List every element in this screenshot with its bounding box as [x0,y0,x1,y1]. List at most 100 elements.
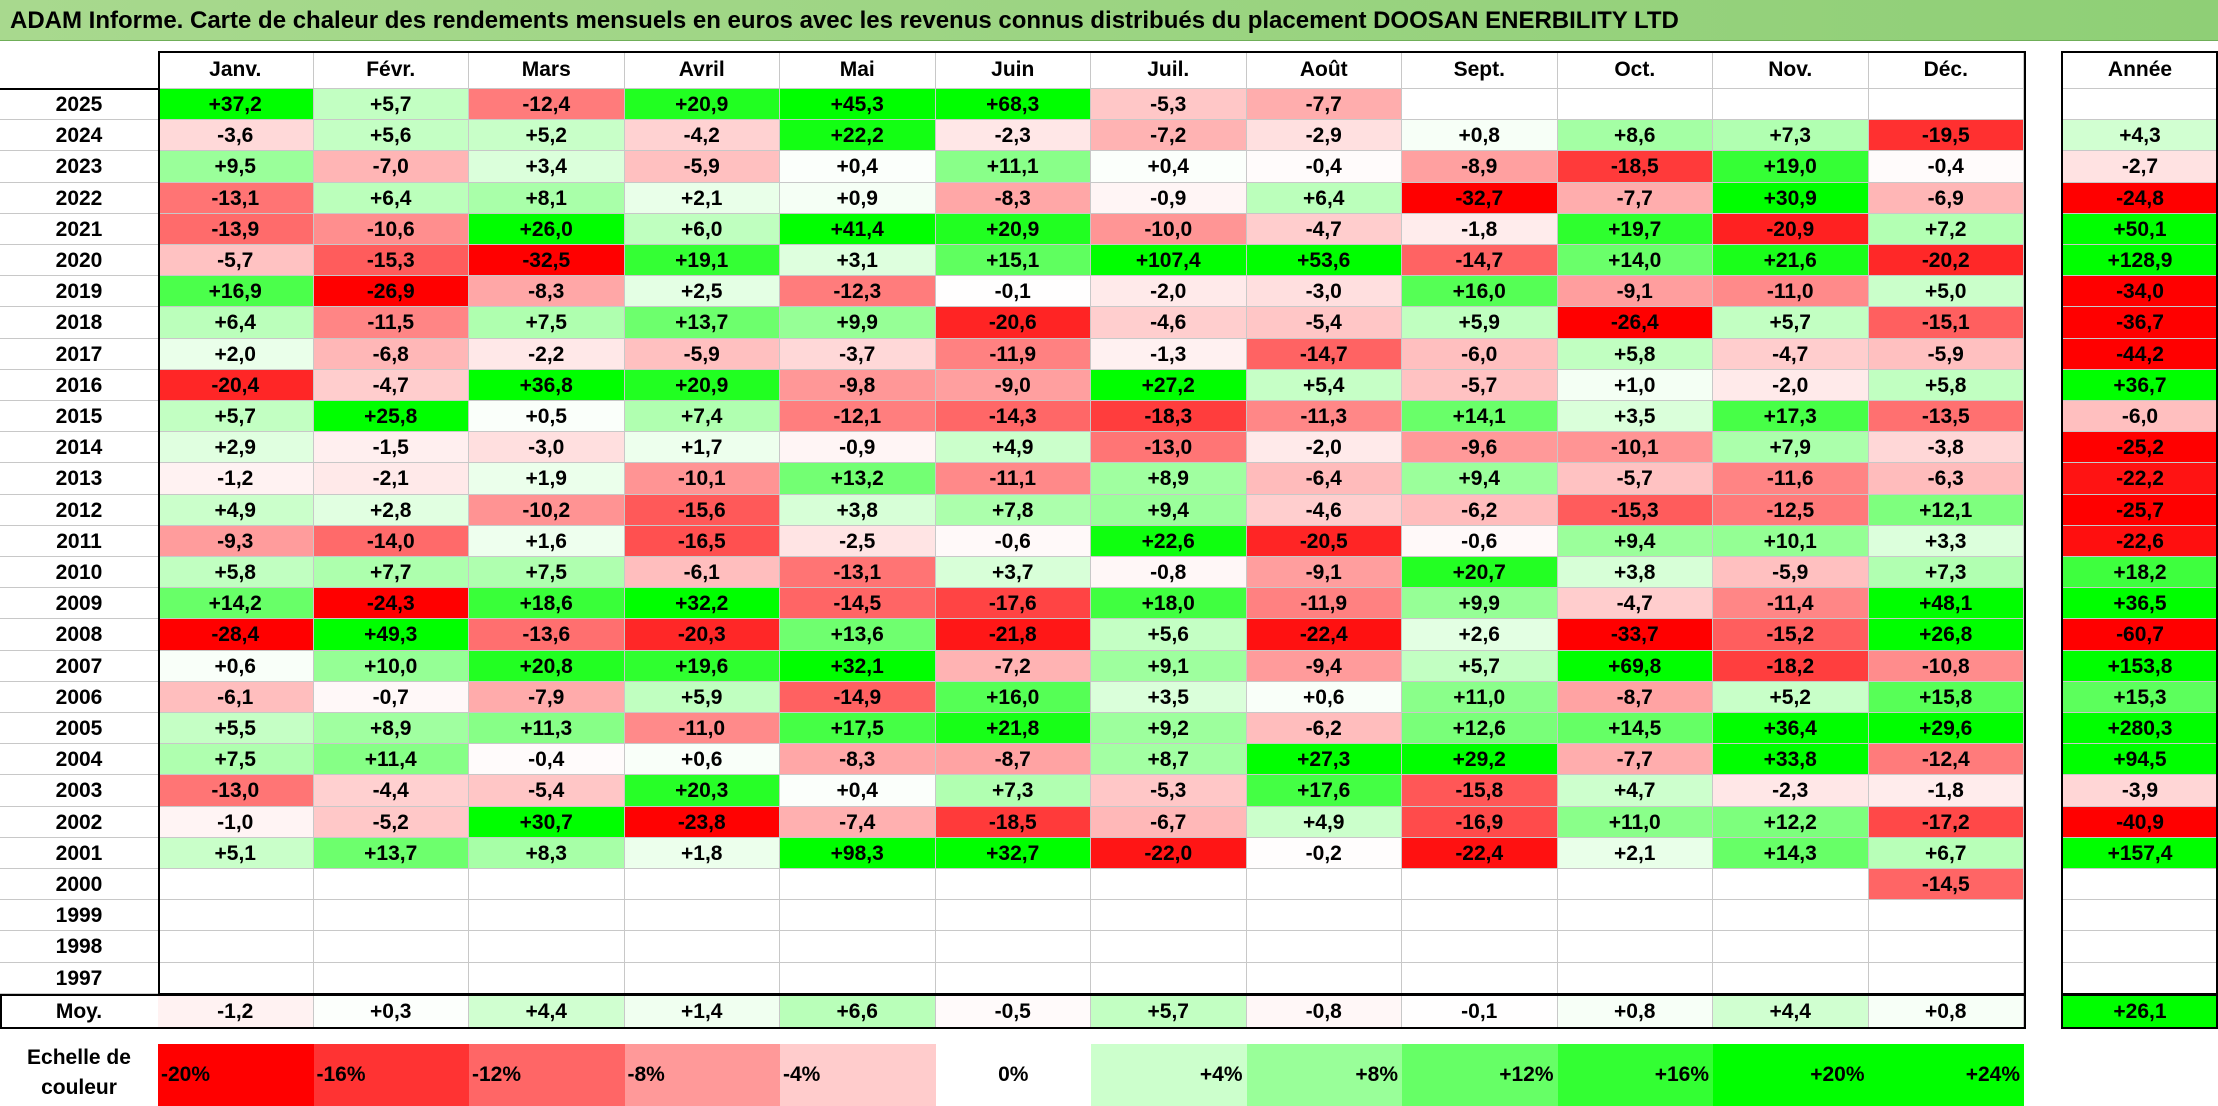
annual-cell: +36,5 [2063,588,2218,620]
year-label: 2007 [0,651,158,682]
heatmap-cell: +7,5 [469,557,625,589]
heatmap-cell: -5,4 [1246,307,1402,339]
annual-cell: -36,7 [2063,307,2218,339]
heatmap-cell: -15,3 [313,245,469,277]
heatmap-cell: -12,1 [780,401,936,433]
heatmap-cell: -33,7 [1557,619,1713,651]
heatmap-cell: -21,8 [935,619,1091,651]
heatmap-cell: -13,0 [1091,432,1247,464]
heatmap-cell: -14,9 [780,681,936,713]
heatmap-cell: -2,5 [780,525,936,557]
heatmap-cell [1868,931,2024,963]
annual-cell: -3,9 [2063,775,2218,807]
heatmap-cell: -7,4 [780,806,936,838]
heatmap-cell: -0,6 [935,525,1091,557]
heatmap-cell: -12,4 [1868,744,2024,776]
annual-header: Année [2063,51,2218,89]
heatmap-cell: -7,7 [1246,89,1402,121]
heatmap-cell [158,900,314,932]
year-label: 2020 [0,245,158,277]
heatmap-cell: +29,6 [1868,713,2024,745]
heatmap-cell: +16,0 [1402,276,1558,308]
heatmap-cell: +20,3 [624,775,780,807]
heatmap-cell: +19,1 [624,245,780,277]
heatmap-cell: -13,1 [780,557,936,589]
heatmap-cell: -1,8 [1402,213,1558,245]
heatmap-cell: -6,4 [1246,463,1402,495]
annual-cell: -22,2 [2063,463,2218,495]
heatmap-cell: -15,1 [1868,307,2024,339]
heatmap-cell [1713,89,1869,121]
year-label: 2008 [0,619,158,651]
year-label: 2015 [0,401,158,433]
heatmap-cell: -6,3 [1868,463,2024,495]
month-header: Août [1246,51,1402,89]
heatmap-cell: +11,4 [313,744,469,776]
heatmap-cell: -14,7 [1402,245,1558,277]
heatmap-cell: +6,7 [1868,837,2024,869]
heatmap-cell: +68,3 [935,89,1091,121]
heatmap-cell: +33,8 [1713,744,1869,776]
heatmap-cell: +21,6 [1713,245,1869,277]
heatmap-cell: +5,9 [1402,307,1558,339]
heatmap-cell: +8,1 [469,182,625,214]
heatmap-cell: +19,7 [1557,213,1713,245]
heatmap-cell: +14,2 [158,588,314,620]
heatmap-cell: +11,3 [469,713,625,745]
heatmap-cell: -16,5 [624,525,780,557]
annual-cell [2063,931,2218,963]
heatmap-cell: +9,4 [1402,463,1558,495]
year-label: 2006 [0,682,158,713]
heatmap-cell: +18,0 [1091,588,1247,620]
color-scale-label-line2: couleur [41,1076,117,1099]
heatmap-cell: -24,3 [313,588,469,620]
heatmap-cell: +5,4 [1246,369,1402,401]
color-scale-step: -16% [313,1044,469,1106]
average-cell: +5,7 [1091,995,1247,1028]
heatmap-cell: +5,2 [469,120,625,152]
heatmap-cell: +69,8 [1557,650,1713,682]
average-cell: -0,5 [935,995,1091,1028]
heatmap-cell: -13,5 [1868,401,2024,433]
heatmap-cell: -5,7 [1557,463,1713,495]
average-label: Moy. [0,995,158,1028]
heatmap-cell: +0,6 [1246,681,1402,713]
heatmap-cell [1868,962,2024,994]
heatmap-cell: +32,7 [935,837,1091,869]
heatmap-cell: -10,1 [624,463,780,495]
heatmap-cell [1557,931,1713,963]
heatmap-cell: -13,9 [158,213,314,245]
heatmap-cell: +8,3 [469,837,625,869]
annual-cell: +36,7 [2063,369,2218,401]
heatmap-cell: +3,5 [1091,681,1247,713]
annual-cell: -22,6 [2063,525,2218,557]
annual-cell: +128,9 [2063,245,2218,277]
heatmap-cell [624,900,780,932]
annual-cell: -24,8 [2063,182,2218,214]
year-label: 2023 [0,151,158,183]
heatmap-cell: -1,5 [313,432,469,464]
heatmap-cell: -5,7 [1402,369,1558,401]
heatmap-cell: -0,2 [1246,837,1402,869]
heatmap-cell: -0,4 [1246,151,1402,183]
year-label: 1997 [0,963,158,994]
heatmap-cell [1246,931,1402,963]
annual-cell: +153,8 [2063,650,2218,682]
heatmap-cell: -20,2 [1868,245,2024,277]
heatmap-cell: -2,9 [1246,120,1402,152]
heatmap-cell: +4,9 [158,494,314,526]
heatmap-cell: -17,2 [1868,806,2024,838]
heatmap-cell: -7,7 [1557,744,1713,776]
year-label: 2002 [0,807,158,838]
heatmap-cell: -6,2 [1246,713,1402,745]
heatmap-cell: -26,4 [1557,307,1713,339]
heatmap-cell: -11,0 [624,713,780,745]
year-label: 2003 [0,775,158,807]
year-label: 2022 [0,183,158,214]
year-label: 2013 [0,463,158,495]
heatmap-cell: -9,3 [158,525,314,557]
heatmap-cell: -4,7 [1713,338,1869,370]
color-scale-step: -4% [780,1044,936,1106]
heatmap-cell: +1,0 [1557,369,1713,401]
average-cell: +6,6 [780,995,936,1028]
